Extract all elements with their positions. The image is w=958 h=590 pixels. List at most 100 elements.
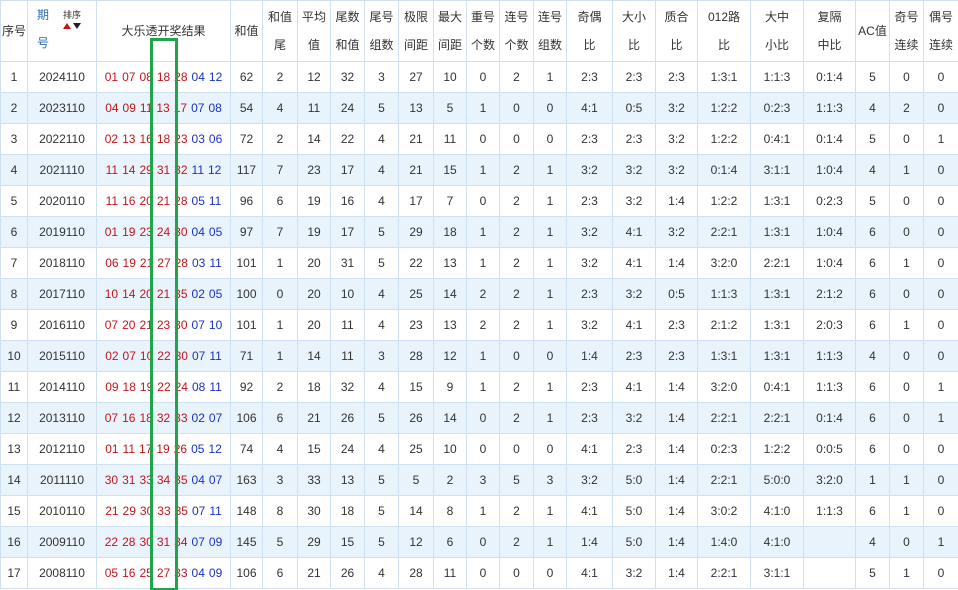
stat-cell: 3:2	[566, 464, 613, 496]
stat-cell: 7	[262, 216, 298, 248]
stat-cell: 5	[855, 61, 890, 93]
row-number: 8	[0, 278, 28, 310]
stat-cell: 1	[889, 464, 924, 496]
stat-cell: 5:0	[612, 526, 656, 558]
stat-cell: 4	[364, 309, 399, 341]
front-number: 13	[122, 132, 136, 146]
stat-cell: 25	[398, 278, 434, 310]
draw-result: 10 14 20 21 35 02 05	[96, 278, 231, 310]
draw-result: 01 11 17 19 26 05 12	[96, 433, 231, 465]
stat-cell: 1	[889, 495, 924, 527]
stat-cell: 15	[330, 526, 365, 558]
front-number: 02	[104, 132, 119, 146]
stat-cell: 96	[230, 185, 263, 217]
stat-cell: 4	[364, 185, 399, 217]
stat-cell: 14	[297, 123, 331, 155]
header-cell: 复隔 中比	[803, 0, 856, 62]
front-number: 01	[104, 70, 119, 84]
stat-cell: 2	[499, 61, 534, 93]
issue: 2011110	[27, 464, 97, 496]
front-number: 21	[156, 287, 171, 301]
stat-cell: 106	[230, 557, 263, 589]
front-number: 10	[104, 287, 119, 301]
header-cell: 期号排序	[27, 0, 97, 62]
sort-button[interactable]: 排序	[60, 9, 84, 33]
front-number: 19	[156, 442, 170, 456]
stat-cell: 4	[855, 154, 890, 186]
stat-cell: 4:1	[566, 92, 613, 124]
stat-cell: 3:2	[566, 216, 613, 248]
stat-cell: 1	[533, 309, 567, 341]
row-number: 17	[0, 557, 28, 589]
stat-cell: 2	[499, 154, 534, 186]
stat-cell: 6	[855, 371, 890, 403]
row-number: 7	[0, 247, 28, 279]
front-number: 07	[122, 70, 136, 84]
stat-cell: 16	[330, 185, 365, 217]
stat-cell: 1:1:3	[803, 371, 856, 403]
stat-cell: 8	[433, 495, 467, 527]
header-text: 序号	[1, 24, 26, 38]
stat-cell: 1	[533, 278, 567, 310]
stat-cell: 1:1:3	[803, 495, 856, 527]
draw-result: 01 07 08 18 28 04 12	[96, 61, 231, 93]
front-number: 01	[105, 442, 119, 456]
front-number: 04	[105, 101, 119, 115]
stat-cell: 10	[330, 278, 365, 310]
stat-cell: 1:4	[655, 247, 698, 279]
stat-cell: 2	[499, 247, 534, 279]
header-text: 大小	[621, 10, 646, 24]
data-row: 16 2009110 22 28 30 31 34 07 09 145 5 29 15 5 12 6 0 2 1 1:…	[0, 526, 958, 558]
stat-cell: 6	[855, 495, 890, 527]
stat-cell: 1:3:1	[750, 340, 804, 372]
stat-cell: 14	[433, 278, 467, 310]
issue: 2019110	[27, 216, 97, 248]
stat-cell: 148	[230, 495, 263, 527]
stat-cell: 1	[533, 216, 567, 248]
stat-cell: 0	[533, 557, 567, 589]
issue: 2014110	[27, 371, 97, 403]
stat-cell: 0	[466, 185, 500, 217]
stat-cell: 4	[855, 92, 890, 124]
stat-cell: 4:1:0	[750, 495, 804, 527]
header-text: 个数	[470, 38, 495, 52]
header-cell: 平均值	[297, 0, 331, 62]
stat-cell: 0:5	[612, 92, 656, 124]
stat-cell: 72	[230, 123, 263, 155]
stat-cell: 33	[297, 464, 331, 496]
stat-cell: 0	[923, 154, 958, 186]
front-number: 18	[139, 411, 153, 425]
back-number: 12	[208, 442, 222, 456]
front-number: 21	[105, 504, 119, 518]
header-text: 号	[36, 36, 49, 50]
header-text: 连续	[894, 38, 919, 52]
header-text: 尾	[273, 38, 286, 52]
stat-cell: 2:3	[566, 61, 613, 93]
stat-cell: 1	[466, 247, 500, 279]
stat-cell: 2	[262, 371, 298, 403]
stat-cell: 1	[466, 216, 500, 248]
front-number: 11	[122, 442, 136, 456]
stat-cell: 0	[889, 278, 924, 310]
front-number: 30	[174, 349, 188, 363]
issue: 2013110	[27, 402, 97, 434]
stat-cell: 10	[433, 433, 467, 465]
stat-cell: 4	[364, 123, 399, 155]
issue: 2018110	[27, 247, 97, 279]
stat-cell: 2:3	[566, 402, 613, 434]
stat-cell: 0	[466, 123, 500, 155]
stat-cell: 2	[499, 495, 534, 527]
stat-cell: 6	[855, 216, 890, 248]
arrow-up	[63, 23, 71, 29]
stat-cell: 1	[466, 371, 500, 403]
issue: 2022110	[27, 123, 97, 155]
draw-result: 21 29 30 33 35 07 11	[96, 495, 231, 527]
front-number: 11	[105, 163, 119, 177]
stat-cell: 4	[262, 92, 298, 124]
back-number: 03	[191, 256, 206, 270]
header-text: 偶号	[928, 10, 953, 24]
stat-cell: 11	[297, 92, 331, 124]
stat-cell: 1:4	[655, 526, 698, 558]
data-row: 15 2010110 21 29 30 33 35 07 11 148 8 30 18 5 14 8 1 2 1 4:…	[0, 495, 958, 527]
stat-cell: 0:2:3	[803, 185, 856, 217]
